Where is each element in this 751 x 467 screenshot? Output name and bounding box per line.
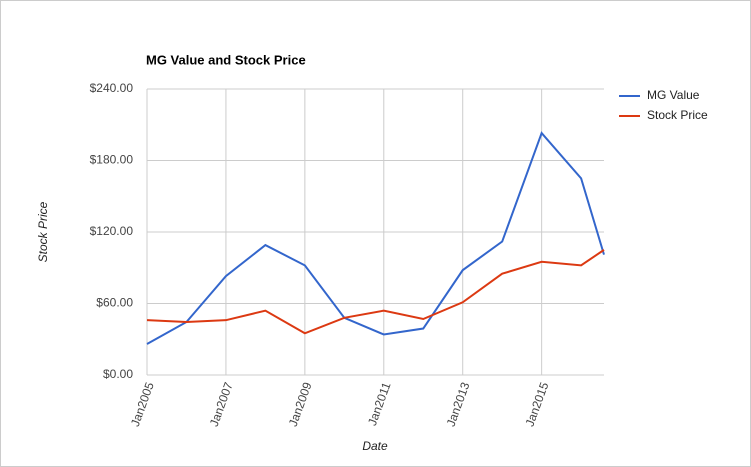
y-tick-label: $0.00: [103, 367, 133, 381]
data-line: [146, 131, 605, 345]
y-axis-label: Stock Price: [36, 201, 50, 262]
chart-title: MG Value and Stock Price: [146, 52, 306, 67]
legend-label: Stock Price: [647, 108, 708, 122]
y-tick-label: $180.00: [90, 153, 134, 167]
data-line: [146, 249, 605, 335]
legend-label: MG Value: [647, 88, 700, 102]
y-tick-label: $240.00: [90, 81, 134, 95]
x-axis-label: Date: [362, 439, 388, 453]
y-tick-label: $60.00: [96, 296, 133, 310]
y-tick-label: $120.00: [90, 224, 134, 238]
